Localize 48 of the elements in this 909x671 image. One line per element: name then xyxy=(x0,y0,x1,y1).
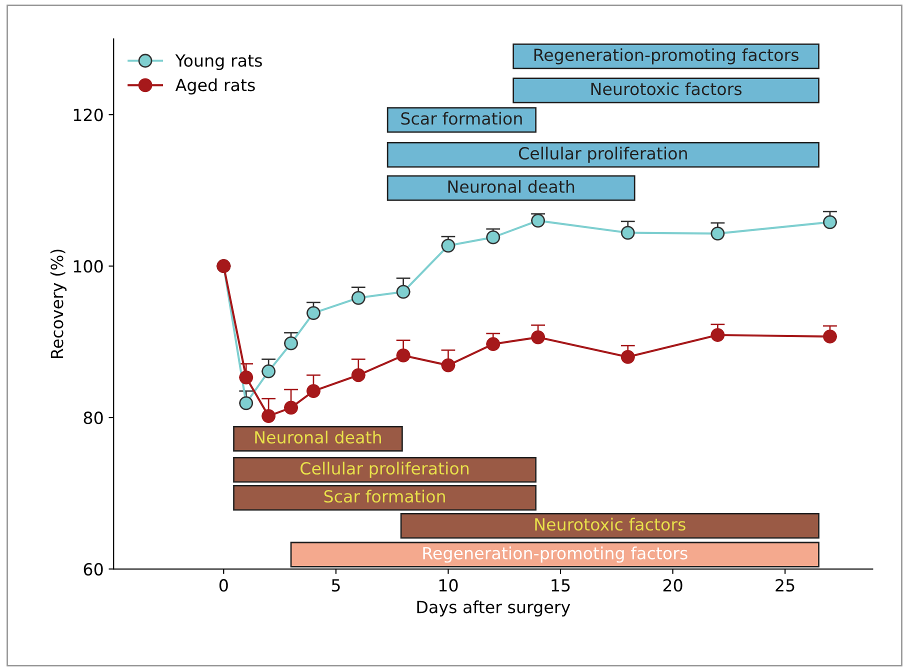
point xyxy=(531,330,545,344)
band-label: Scar formation xyxy=(324,490,445,503)
band-label: Cellular proliferation xyxy=(300,462,469,478)
point xyxy=(441,358,456,372)
band-label: Neuronal death xyxy=(448,180,574,193)
point xyxy=(396,348,410,362)
point xyxy=(284,400,298,415)
band-label: Neurotoxic factors xyxy=(591,82,742,96)
point xyxy=(823,215,837,230)
point xyxy=(441,238,456,253)
legend-label: Aged rats xyxy=(175,78,255,95)
y-axis-title: Recovery (%) xyxy=(50,250,67,358)
point xyxy=(351,368,366,382)
x-tick-label: 25 xyxy=(776,579,794,592)
band-label: Neurotoxic factors xyxy=(535,518,686,531)
point xyxy=(620,226,635,240)
band-label: Scar formation xyxy=(401,112,522,125)
y-tick-label: 60 xyxy=(84,562,103,576)
point xyxy=(486,230,500,244)
x-tick-label: 0 xyxy=(219,579,228,592)
point xyxy=(620,350,635,364)
point xyxy=(823,330,837,344)
point xyxy=(351,290,366,305)
legend-label: Young rats xyxy=(175,54,262,70)
point xyxy=(262,409,276,423)
point xyxy=(239,370,254,384)
y-tick-label: 100 xyxy=(74,260,103,273)
point xyxy=(531,214,545,228)
point xyxy=(486,337,500,352)
x-tick-label: 20 xyxy=(663,579,682,592)
band-label: Neuronal death xyxy=(255,430,381,444)
point xyxy=(710,226,725,240)
point xyxy=(306,306,320,320)
x-tick-label: 15 xyxy=(552,579,570,592)
x-tick-label: 10 xyxy=(439,579,458,592)
point xyxy=(262,364,276,378)
point xyxy=(710,328,725,342)
y-tick-label: 120 xyxy=(74,108,103,122)
point xyxy=(396,284,410,299)
band-label: Regeneration-promoting factors xyxy=(534,48,798,64)
point xyxy=(239,396,254,410)
band-label: Cellular proliferation xyxy=(518,146,687,163)
band-label: Regeneration-promoting factors xyxy=(423,546,688,563)
x-axis-title: Days after surgery xyxy=(417,600,570,617)
point xyxy=(306,384,320,398)
point xyxy=(284,336,298,350)
x-tick-label: 5 xyxy=(332,579,340,592)
y-tick-label: 80 xyxy=(84,412,103,424)
